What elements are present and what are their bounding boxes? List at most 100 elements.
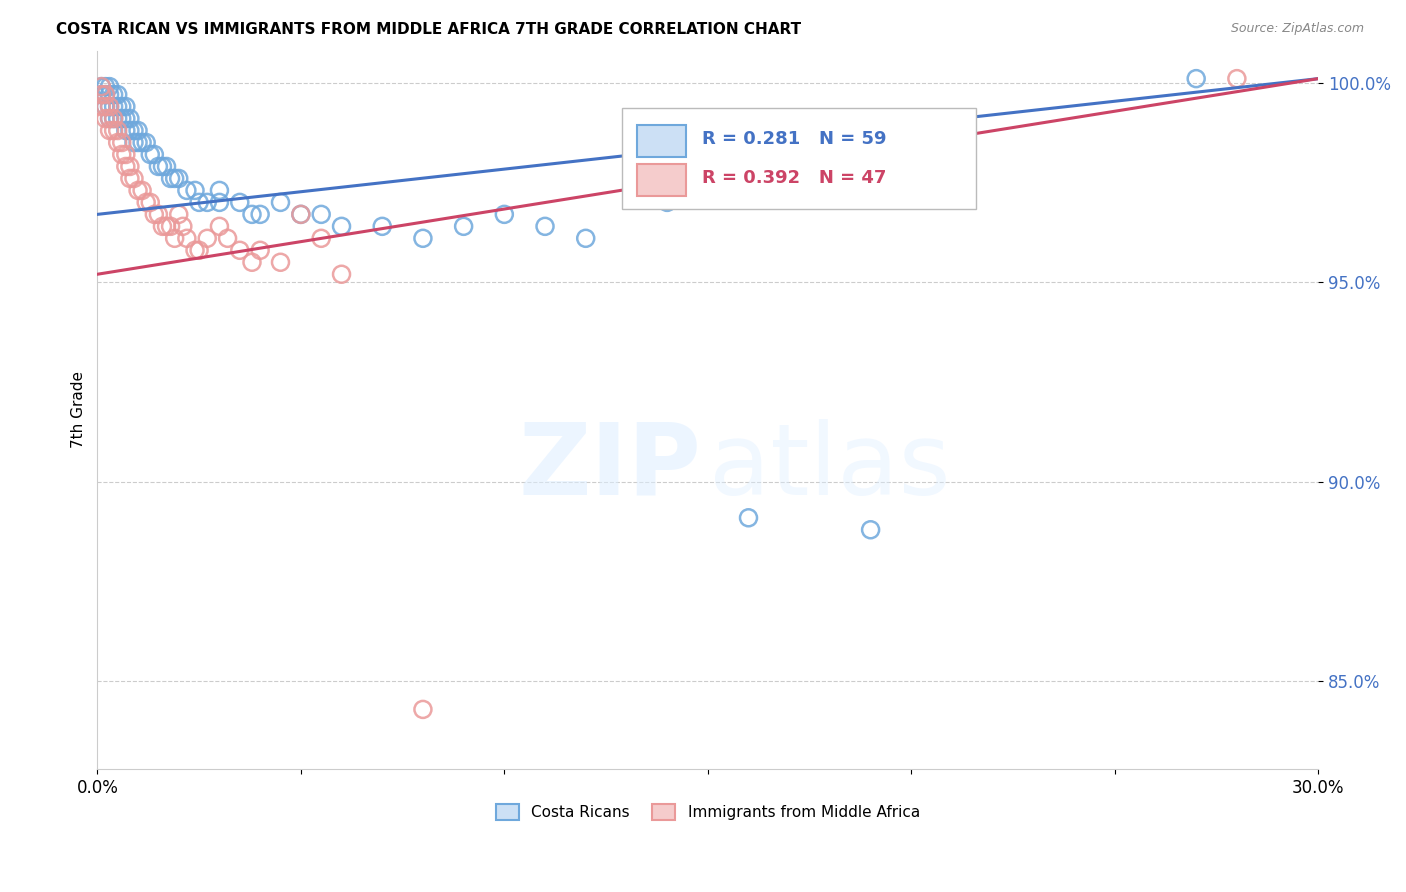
Point [127, 183, 149, 197]
Point [107, 123, 129, 137]
Point [122, 171, 145, 186]
Point [269, 195, 291, 210]
Text: atlas: atlas [709, 419, 950, 516]
Legend: Costa Ricans, Immigrants from Middle Africa: Costa Ricans, Immigrants from Middle Afr… [489, 798, 927, 826]
Point [122, 123, 145, 137]
Point [159, 171, 181, 186]
Point [103, 112, 125, 126]
Point [90, 79, 112, 94]
Point [107, 136, 129, 150]
Point [371, 219, 394, 234]
Point [98, 87, 121, 102]
Point [167, 207, 190, 221]
FancyBboxPatch shape [637, 125, 686, 157]
Point [103, 87, 125, 102]
Point [98, 99, 121, 113]
Point [148, 207, 170, 221]
Point [330, 219, 353, 234]
Point [111, 147, 134, 161]
Point [139, 195, 162, 210]
Point [111, 99, 134, 113]
Point [115, 112, 138, 126]
Point [135, 136, 157, 150]
Point [115, 160, 138, 174]
Point [107, 87, 129, 102]
Point [655, 195, 678, 210]
Point [269, 255, 291, 269]
Point [737, 510, 759, 524]
Text: Source: ZipAtlas.com: Source: ZipAtlas.com [1230, 22, 1364, 36]
Point [103, 112, 125, 126]
Point [163, 231, 186, 245]
Point [249, 244, 271, 258]
Point [152, 160, 174, 174]
Point [309, 207, 332, 221]
Y-axis label: 7th Grade: 7th Grade [72, 371, 86, 449]
Point [94, 87, 117, 102]
Point [143, 147, 166, 161]
FancyBboxPatch shape [623, 108, 976, 209]
Point [111, 136, 134, 150]
Point [208, 219, 231, 234]
Point [163, 171, 186, 186]
Text: R = 0.281   N = 59: R = 0.281 N = 59 [702, 130, 886, 148]
Point [115, 123, 138, 137]
Point [159, 219, 181, 234]
Point [412, 702, 434, 716]
Point [240, 255, 263, 269]
Point [107, 99, 129, 113]
Text: COSTA RICAN VS IMMIGRANTS FROM MIDDLE AFRICA 7TH GRADE CORRELATION CHART: COSTA RICAN VS IMMIGRANTS FROM MIDDLE AF… [56, 22, 801, 37]
Point [534, 219, 557, 234]
Point [152, 219, 174, 234]
Point [494, 207, 516, 221]
Point [98, 99, 121, 113]
Point [188, 244, 211, 258]
Point [143, 207, 166, 221]
Point [90, 99, 112, 113]
Point [139, 147, 162, 161]
Point [859, 523, 882, 537]
Point [127, 123, 149, 137]
Point [111, 112, 134, 126]
Point [118, 112, 141, 126]
Point [94, 99, 117, 113]
Point [103, 123, 125, 137]
Point [155, 219, 177, 234]
Point [208, 183, 231, 197]
Point [1226, 71, 1249, 86]
Point [1185, 71, 1208, 86]
Point [118, 160, 141, 174]
Point [131, 183, 153, 197]
Point [290, 207, 312, 221]
Point [98, 123, 121, 137]
Point [195, 195, 218, 210]
Point [94, 87, 117, 102]
Point [330, 267, 353, 281]
Point [118, 123, 141, 137]
Point [575, 231, 598, 245]
Point [229, 244, 252, 258]
Point [195, 231, 218, 245]
Point [155, 160, 177, 174]
Point [208, 195, 231, 210]
Point [184, 244, 207, 258]
Point [127, 136, 149, 150]
Point [290, 207, 312, 221]
Point [122, 136, 145, 150]
Point [217, 231, 239, 245]
FancyBboxPatch shape [637, 163, 686, 196]
Point [309, 231, 332, 245]
Point [94, 99, 117, 113]
Point [176, 183, 198, 197]
Point [115, 147, 138, 161]
Point [98, 112, 121, 126]
Point [167, 171, 190, 186]
Point [249, 207, 271, 221]
Point [98, 112, 121, 126]
Point [135, 195, 157, 210]
Point [115, 99, 138, 113]
Point [412, 231, 434, 245]
Point [103, 99, 125, 113]
Point [188, 195, 211, 210]
Point [240, 207, 263, 221]
